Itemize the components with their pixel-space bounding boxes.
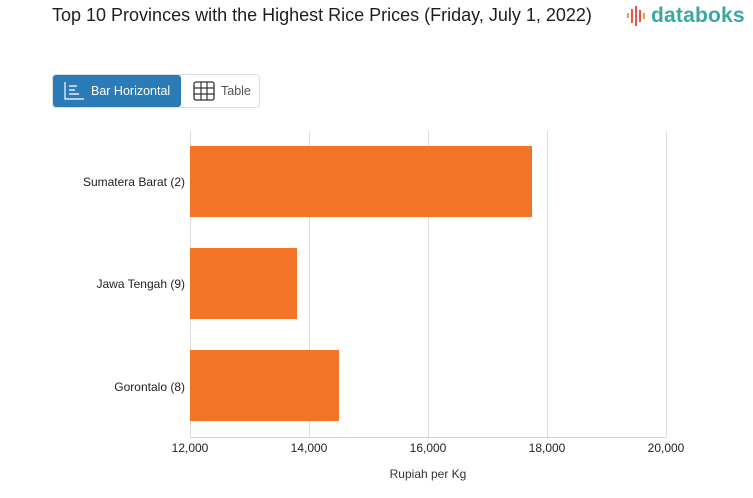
x-tick-label: 14,000 bbox=[290, 441, 328, 455]
logo-text: databoks bbox=[651, 4, 745, 27]
chart-title: Top 10 Provinces with the Highest Rice P… bbox=[52, 5, 592, 25]
gridline bbox=[309, 131, 310, 437]
plot-area bbox=[190, 131, 667, 438]
gridline bbox=[666, 131, 667, 437]
x-tick-label: 12,000 bbox=[171, 441, 209, 455]
x-tick-label: 16,000 bbox=[409, 441, 447, 455]
table-grid-icon bbox=[193, 81, 215, 101]
x-tick-label: 18,000 bbox=[528, 441, 566, 455]
bar-sumatera-barat[interactable] bbox=[190, 146, 532, 217]
x-axis-line bbox=[190, 437, 666, 438]
bar-jawa-tengah[interactable] bbox=[190, 248, 297, 319]
bar-horizontal-icon bbox=[64, 82, 84, 100]
gridline bbox=[547, 131, 548, 437]
table-label: Table bbox=[221, 84, 251, 98]
table-button[interactable]: Table bbox=[183, 75, 259, 107]
x-axis-title: Rupiah per Kg bbox=[389, 467, 467, 481]
databoks-logo: databoks bbox=[626, 3, 745, 29]
category-label: Jawa Tengah (9) bbox=[96, 277, 186, 291]
bar-horizontal-button[interactable]: Bar Horizontal bbox=[53, 75, 181, 107]
view-toggle: Bar Horizontal Table bbox=[52, 74, 260, 108]
bar-gorontalo[interactable] bbox=[190, 350, 339, 421]
category-label: Gorontalo (8) bbox=[114, 380, 185, 394]
x-tick-label: 20,000 bbox=[647, 441, 685, 455]
logo-bars-icon bbox=[627, 6, 645, 26]
bar-horizontal-label: Bar Horizontal bbox=[91, 84, 171, 98]
category-label: Sumatera Barat (2) bbox=[82, 175, 185, 189]
gridline bbox=[428, 131, 429, 437]
